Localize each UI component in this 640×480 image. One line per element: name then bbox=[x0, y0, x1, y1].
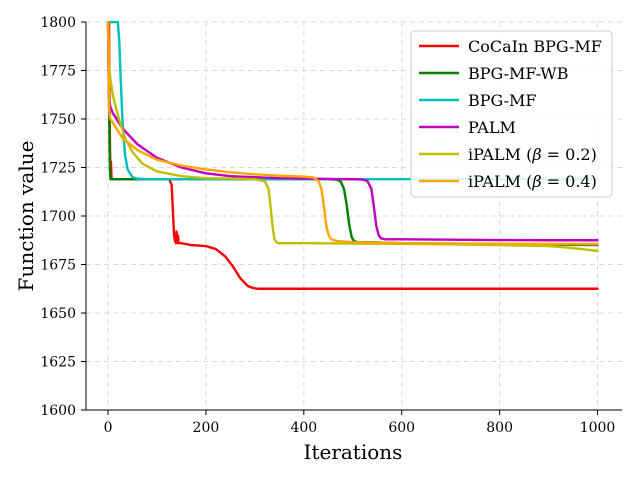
x-tick-label: 400 bbox=[290, 420, 317, 436]
legend-label-4: iPALM (β = 0.2) bbox=[468, 145, 597, 164]
y-tick-label: 1650 bbox=[40, 306, 76, 322]
y-tick-label: 1775 bbox=[40, 64, 76, 80]
series-layer bbox=[106, 21, 599, 290]
y-tick-label: 1625 bbox=[40, 355, 76, 371]
legend-label-3: PALM bbox=[468, 118, 516, 137]
y-tick-label: 1725 bbox=[40, 161, 76, 177]
axes: 0 200 400 600 800 1000 1600 1625 1650 1675 1700 172… bbox=[40, 15, 622, 436]
x-axis-title: Iterations bbox=[304, 440, 403, 464]
y-tick-label: 1600 bbox=[40, 403, 76, 419]
legend-label-5: iPALM (β = 0.4) bbox=[468, 172, 597, 191]
y-tick-label: 1700 bbox=[40, 209, 76, 225]
legend-label-0: CoCaIn BPG-MF bbox=[468, 37, 602, 56]
y-tick-label: 1750 bbox=[40, 112, 76, 128]
y-axis-title: Function value bbox=[14, 141, 38, 292]
y-tick-label: 1800 bbox=[40, 15, 76, 31]
legend-box bbox=[410, 30, 613, 198]
x-tick-label: 600 bbox=[388, 420, 415, 436]
x-tick-label: 800 bbox=[486, 420, 513, 436]
legend-label-1: BPG-MF-WB bbox=[468, 64, 569, 83]
x-tick-label: 1000 bbox=[580, 420, 616, 436]
y-tick-label: 1675 bbox=[40, 258, 76, 274]
legend: CoCaIn BPG-MF BPG-MF-WB BPG-MF PALM iPALM (β… bbox=[410, 30, 613, 198]
series-line-5 bbox=[106, 21, 599, 246]
x-tick-label: 0 bbox=[104, 420, 113, 436]
legend-label-2: BPG-MF bbox=[468, 91, 537, 110]
x-tick-label: 200 bbox=[193, 420, 220, 436]
